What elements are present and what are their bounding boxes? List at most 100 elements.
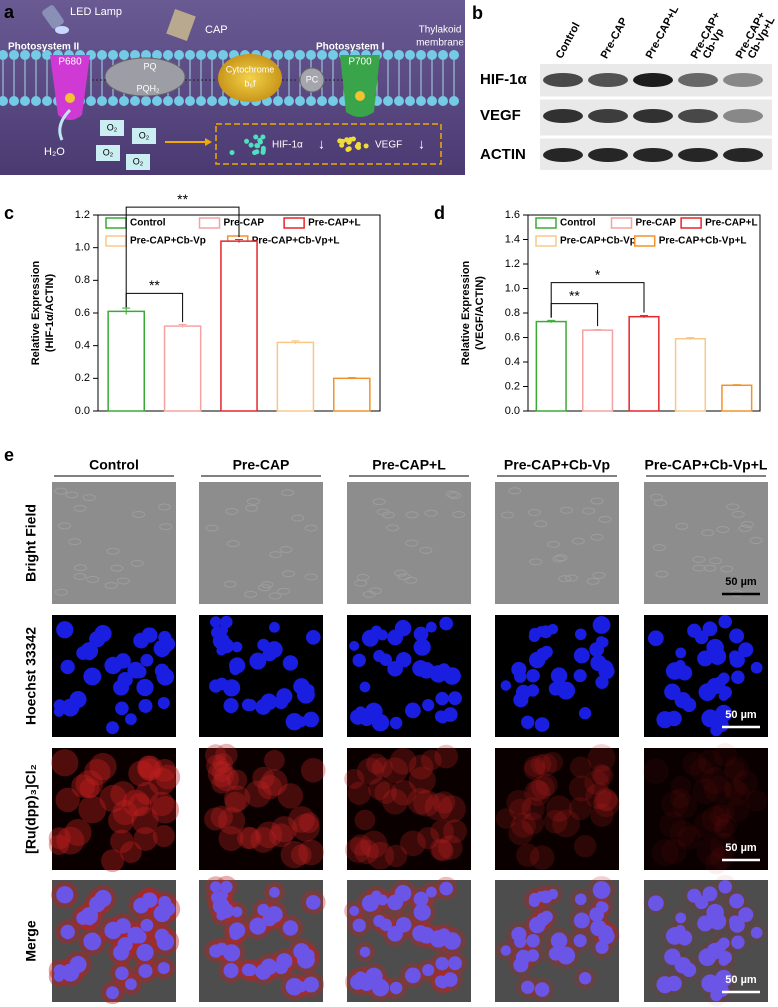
lipid-head (427, 96, 437, 106)
cytoplasm-stain (568, 775, 595, 802)
cytoplasm-stain (84, 759, 111, 786)
cell-texture (223, 580, 237, 588)
nucleus (154, 663, 170, 679)
cell-texture (560, 506, 574, 514)
nucleus (500, 945, 512, 956)
blot-band (723, 73, 763, 87)
nucleus (598, 660, 613, 674)
cytoplasm-stain (137, 755, 163, 781)
legend-label: Pre-CAP+Cb-Vp+L (659, 236, 747, 247)
cytoplasm-stain (692, 778, 719, 805)
cytoplasm-stain (75, 770, 104, 798)
nucleus (526, 668, 540, 683)
y-tick-label: 1.4 (505, 233, 520, 245)
cytoplasm-stain (108, 807, 135, 834)
blot-row-label: ACTIN (480, 146, 526, 163)
nucleus (750, 926, 763, 939)
pc-shape (299, 67, 325, 93)
cell-texture (547, 540, 561, 548)
cell-texture (268, 592, 282, 600)
blot-band (723, 148, 763, 162)
nucleus (702, 621, 718, 637)
nucleus (94, 624, 112, 643)
led-lamp-icon (42, 5, 64, 29)
legend-label: Control (560, 218, 596, 229)
nucleus (682, 697, 697, 713)
molecule-atom (229, 150, 235, 156)
nucleus (212, 897, 230, 915)
cytoplasm-stain (413, 789, 440, 817)
legend-label: Pre-CAP+L (308, 218, 361, 229)
nucleus (534, 982, 550, 997)
cell-texture (741, 520, 755, 528)
nucleus (142, 627, 158, 643)
micrograph (52, 482, 176, 604)
molecule-atom (252, 150, 258, 156)
lipid-head (449, 50, 459, 60)
cytoplasm-stain (250, 827, 277, 853)
lipid-head (196, 50, 206, 60)
bar (333, 377, 371, 412)
nucleus (701, 709, 720, 728)
cytoplasm-stain (713, 743, 737, 767)
cytoplasm-stain (371, 757, 393, 779)
nucleus (303, 976, 320, 993)
nucleus (349, 905, 360, 916)
cytoplasm-stain (368, 777, 391, 801)
cytoplasm-stain (697, 749, 723, 775)
nucleus (379, 918, 393, 931)
lipid-head (108, 50, 118, 60)
nucleus (127, 926, 145, 944)
nucleus (539, 890, 553, 904)
vegf-label: VEGF (375, 140, 402, 151)
y-tick-label: 1.2 (75, 209, 90, 221)
nucleus (140, 918, 154, 932)
cytoplasm-stain (701, 766, 729, 795)
nucleus (687, 623, 702, 638)
cell-texture (82, 494, 96, 502)
micrograph (347, 482, 471, 604)
charts: c 0.0 0.2 0.4 0.6 0.8 1.0 1.2 Relative Expressio… (4, 191, 761, 417)
y-tick-label: 1.0 (75, 242, 90, 254)
nucleus (260, 693, 278, 711)
molecule-atom (260, 145, 266, 151)
cytoplasm-stain (585, 782, 612, 810)
y-tick-label: 1.6 (505, 209, 520, 221)
cytoplasm-stain (724, 778, 746, 800)
o2-group: O₂ O₂ O₂ O₂ (96, 120, 156, 170)
significance-label: * (595, 266, 601, 282)
legend-label: Pre-CAP+Cb-Vp (560, 236, 636, 247)
photosystem-ii-label: Photosystem II (8, 42, 79, 53)
cytoplasm-stain (713, 818, 734, 840)
cell-texture (738, 524, 752, 532)
nucleus (405, 967, 421, 984)
nucleus (539, 625, 553, 639)
nucleus (376, 629, 388, 641)
cytoplasm-stain (724, 759, 745, 780)
nucleus (528, 651, 546, 669)
cell-texture (225, 507, 239, 515)
cell-texture (720, 565, 734, 573)
nucleus (664, 683, 681, 700)
panel-label: d (434, 203, 445, 223)
cell-texture (159, 523, 173, 531)
nucleus (209, 881, 222, 893)
nucleus (718, 615, 732, 629)
photosystem-ii-shape (50, 55, 90, 120)
cytoplasm-stain (510, 812, 536, 838)
molecule-atom (346, 146, 352, 152)
cytoplasm-stain (204, 744, 227, 766)
scale-bar-label: 50 µm (725, 576, 757, 588)
nucleus (56, 621, 74, 639)
cell-texture (703, 564, 717, 572)
nucleus (361, 894, 379, 912)
nucleus (729, 915, 741, 927)
cell-texture (586, 577, 600, 585)
cell-texture (304, 524, 318, 532)
nucleus (548, 681, 563, 696)
cell-texture (110, 564, 124, 572)
nucleus (448, 691, 462, 706)
cytoplasm-stain (527, 779, 549, 802)
cytoplasm-stain (120, 841, 142, 864)
nucleus (675, 912, 687, 924)
